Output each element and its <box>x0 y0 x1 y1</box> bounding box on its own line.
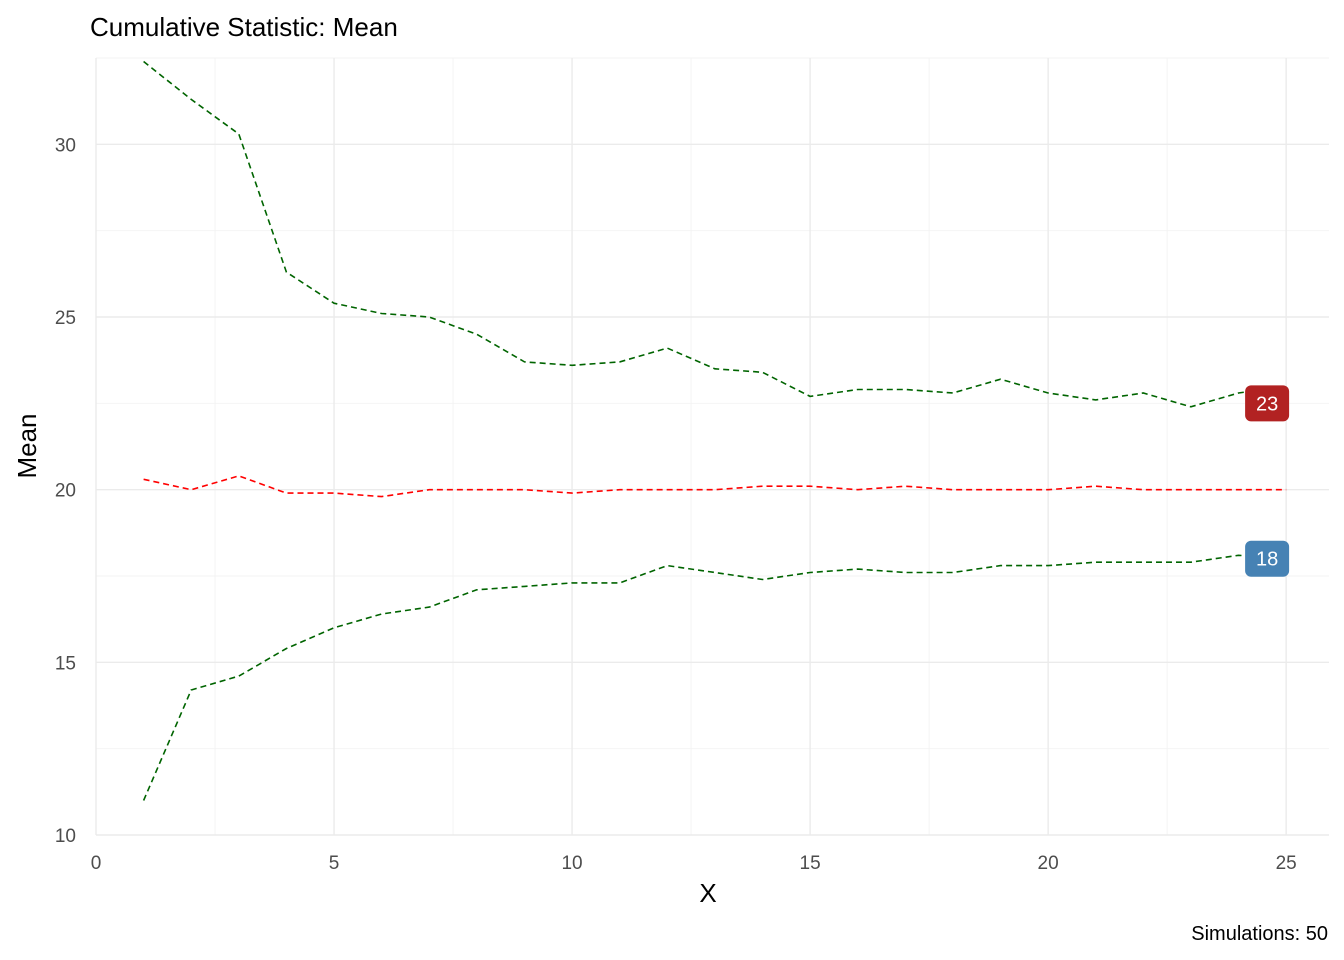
end-labels: 23 18 <box>1245 385 1290 577</box>
y-tick-label: 10 <box>55 826 76 847</box>
series-line-upper <box>143 60 1287 408</box>
y-axis-label: Mean <box>12 413 42 478</box>
x-tick-label: 20 <box>1038 853 1059 874</box>
chart-title: Cumulative Statistic: Mean <box>90 12 398 42</box>
end-label-box <box>1245 385 1290 422</box>
end-label-text: 23 <box>1256 393 1278 415</box>
y-tick-label: 25 <box>55 308 76 329</box>
y-tick-label: 30 <box>55 135 76 156</box>
x-tick-label: 15 <box>800 853 821 874</box>
y-tick-label: 20 <box>55 481 76 502</box>
series-group <box>142 60 1287 801</box>
grid <box>95 57 1329 836</box>
end-label-box <box>1245 540 1290 577</box>
series-line-lower <box>142 554 1287 801</box>
x-axis-ticks: 0 5 10 15 20 25 <box>91 853 1297 874</box>
series-line-mean <box>143 475 1287 498</box>
x-tick-label: 10 <box>561 853 582 874</box>
end-label-text: 18 <box>1256 549 1278 571</box>
x-tick-label: 0 <box>91 853 102 874</box>
x-tick-label: 25 <box>1276 853 1297 874</box>
y-axis-ticks: 10 15 20 25 30 <box>55 135 76 847</box>
x-tick-label: 5 <box>329 853 340 874</box>
y-tick-label: 15 <box>55 653 76 674</box>
x-axis-label: X <box>699 878 716 908</box>
caption: Simulations: 50 <box>1191 923 1328 945</box>
